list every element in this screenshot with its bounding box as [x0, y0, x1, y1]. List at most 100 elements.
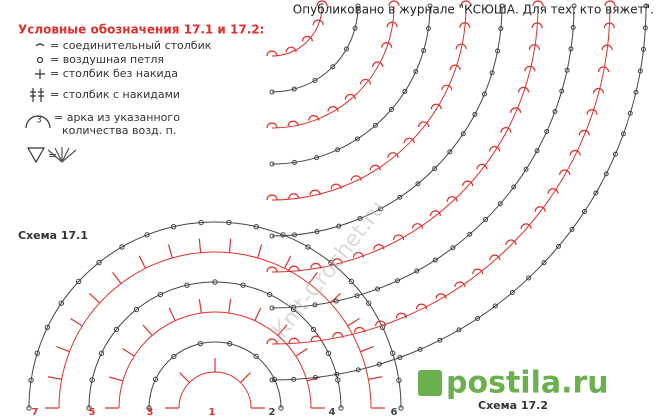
chain-stitch	[133, 306, 140, 313]
chain-stitch	[375, 286, 381, 292]
chain-stitch	[28, 377, 34, 383]
stitch	[228, 299, 232, 314]
chain-stitch	[312, 77, 318, 83]
chain-stitch	[581, 209, 587, 215]
arch	[310, 262, 322, 269]
chain-stitch	[354, 293, 360, 299]
chain-stitch	[291, 159, 297, 165]
arch	[528, 44, 540, 50]
chain-stitch	[269, 161, 275, 167]
arch	[288, 193, 300, 199]
stitch	[254, 307, 262, 321]
arch	[332, 331, 344, 338]
row-arc	[88, 281, 342, 409]
chain-stitch	[571, 3, 577, 9]
chain-stitch	[269, 377, 275, 383]
stitch	[142, 324, 153, 336]
row-number: 1	[209, 407, 216, 418]
legend-item: = воздушная петля	[50, 53, 164, 66]
arch	[411, 223, 424, 229]
chain-stitch	[398, 405, 404, 411]
row-arc	[58, 251, 372, 409]
arch	[435, 293, 447, 299]
row-number: 6	[391, 407, 398, 418]
stitch	[347, 317, 360, 327]
chain-stitch	[475, 315, 481, 321]
chain-stitch	[526, 275, 532, 281]
arch	[534, 206, 546, 212]
row-number: 7	[32, 407, 39, 418]
legend-item: количества возд. п.	[62, 124, 176, 137]
chain-stitch	[305, 244, 311, 250]
chain-stitch	[291, 376, 297, 382]
stitch	[70, 317, 83, 327]
legend-symbols: 3	[25, 43, 77, 164]
chain-stitch	[152, 376, 159, 383]
chain-stitch	[197, 340, 204, 347]
stitch	[277, 324, 288, 336]
chain-stitch	[75, 278, 82, 285]
legend-item: =	[48, 149, 57, 162]
chain-stitch	[343, 46, 349, 52]
chain-stitch	[472, 111, 478, 117]
chain-stitch	[377, 206, 383, 212]
arch	[316, 0, 328, 7]
arch	[266, 266, 278, 273]
chain-stitch	[394, 278, 400, 284]
arch	[266, 338, 278, 345]
chain-stitch	[390, 350, 396, 356]
arch	[489, 145, 501, 152]
chain-stitch	[642, 25, 648, 31]
chain-stitch	[338, 405, 344, 411]
chain-stitch	[226, 340, 233, 347]
chain-stitch	[564, 67, 570, 73]
row-number: 2	[269, 407, 276, 418]
chain-stitch	[534, 148, 540, 154]
chain-stitch	[334, 371, 340, 377]
stitch	[240, 372, 251, 383]
chain-stitch	[314, 229, 320, 235]
chain-stitch	[460, 131, 466, 137]
chain-stitch	[492, 303, 498, 309]
arch	[418, 121, 430, 128]
stitch	[295, 348, 308, 357]
publication: Опубликовано в журнале "КСЮША. Для тех, …	[293, 3, 654, 17]
chain-stitch	[372, 122, 378, 128]
chain-stitch	[432, 166, 438, 172]
arch	[569, 149, 581, 156]
arch	[449, 64, 461, 71]
arch	[330, 183, 342, 190]
legend-title: Условные обозначения 17.1 и 17.2:	[18, 23, 264, 37]
arch	[372, 61, 384, 68]
row-arc	[271, 5, 359, 93]
chain-stitch	[312, 374, 318, 380]
arch	[310, 335, 322, 342]
chain-stitch	[633, 89, 639, 95]
stitch	[257, 244, 263, 259]
arch	[476, 163, 488, 170]
arch	[601, 44, 613, 51]
arch	[388, 0, 400, 7]
chain-stitch	[552, 109, 558, 115]
chain-stitch	[157, 291, 164, 298]
arch	[489, 254, 501, 261]
arch	[312, 19, 324, 26]
stitch	[56, 346, 70, 353]
arch	[381, 42, 393, 48]
chain-stitch	[328, 259, 334, 266]
stitch	[88, 293, 101, 304]
arch	[395, 312, 407, 319]
arch	[500, 127, 512, 133]
row-numbers: 7 5 3 1 2 4 6	[32, 407, 398, 418]
stitch	[198, 299, 202, 314]
arch	[578, 129, 590, 136]
arch	[604, 0, 616, 7]
chain-stitch	[292, 232, 298, 238]
chain-stitch	[397, 194, 403, 200]
row-number: 4	[329, 407, 336, 418]
stitch	[308, 271, 318, 284]
chain-stitch	[489, 70, 495, 76]
arch	[308, 115, 320, 121]
svg-text:3: 3	[36, 116, 42, 126]
arch	[266, 50, 278, 57]
